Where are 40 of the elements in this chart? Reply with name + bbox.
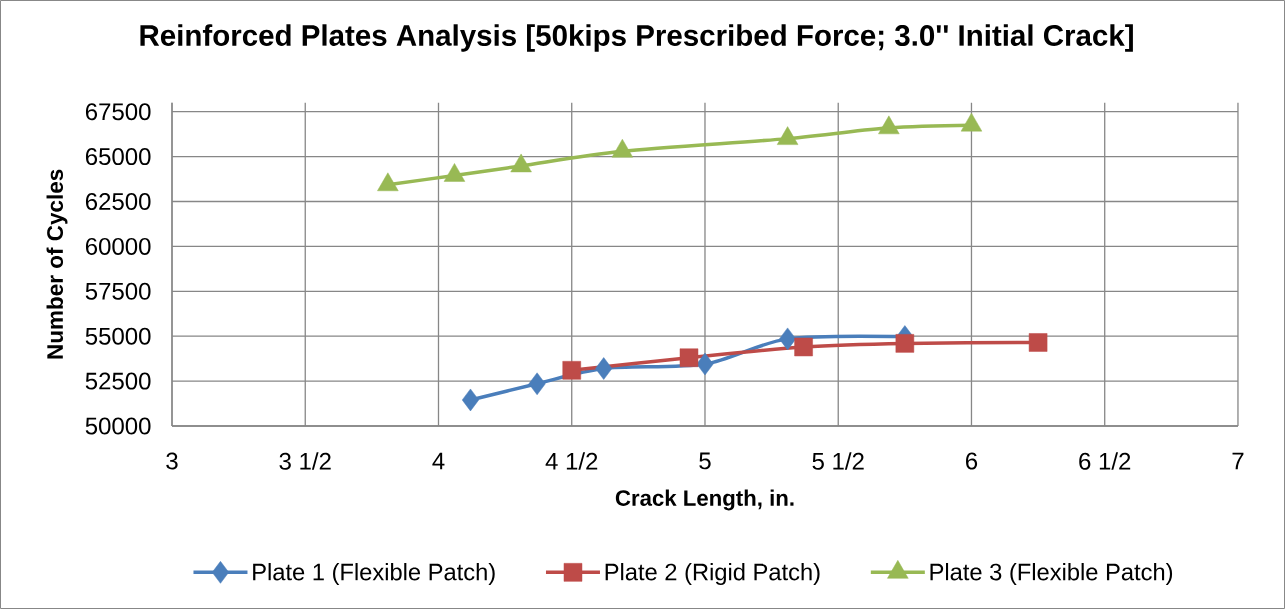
- x-tick-label: 6 1/2: [1079, 452, 1131, 470]
- point: [595, 357, 613, 380]
- point: [794, 337, 813, 357]
- point: [443, 163, 466, 182]
- point: [679, 348, 699, 367]
- x-tick-label: 5 1/2: [812, 452, 864, 470]
- x-tick-label: 4: [432, 452, 445, 470]
- legend-label: Plate 3 (Flexible Patch): [930, 563, 1173, 586]
- x-tick-label: 4 1/2: [545, 452, 598, 470]
- legend-label: Plate 1 (Flexible Patch): [253, 563, 495, 586]
- y-tick-label: 60000: [85, 237, 151, 255]
- point: [377, 172, 399, 192]
- point: [776, 126, 799, 145]
- point: [696, 352, 714, 376]
- y-axis-title: Number of Cycles: [46, 169, 68, 359]
- y-tick-label: 52500: [85, 372, 151, 390]
- legend-label: Plate 2 (Rigid Patch): [605, 563, 820, 586]
- x-tick-label: 7: [1232, 452, 1244, 470]
- point: [878, 115, 900, 135]
- x-tick-label: 6: [966, 452, 978, 470]
- y-tick-label: 57500: [85, 282, 151, 300]
- point: [960, 112, 983, 132]
- x-tick-label: 5: [699, 452, 711, 470]
- point: [611, 138, 634, 158]
- y-tick-label: 50000: [85, 417, 151, 435]
- y-tick-label: 67500: [85, 103, 151, 121]
- point: [510, 153, 532, 173]
- point: [779, 327, 797, 351]
- y-tick-label: 55000: [85, 327, 151, 345]
- y-tick-label: 65000: [85, 148, 151, 166]
- y-tick-label: 62500: [85, 192, 151, 210]
- point: [895, 334, 915, 353]
- x-axis-title: Crack Length, in.: [615, 489, 794, 511]
- x-tick-label: 3 1/2: [279, 452, 331, 470]
- point: [562, 361, 581, 380]
- point: [461, 388, 479, 412]
- point: [1028, 333, 1048, 352]
- chart-title: Reinforced Plates Analysis [50kips Prescribed Force; 3.0'' Initial Crack]: [140, 24, 1133, 52]
- point: [528, 372, 546, 396]
- x-tick-label: 3: [166, 452, 178, 470]
